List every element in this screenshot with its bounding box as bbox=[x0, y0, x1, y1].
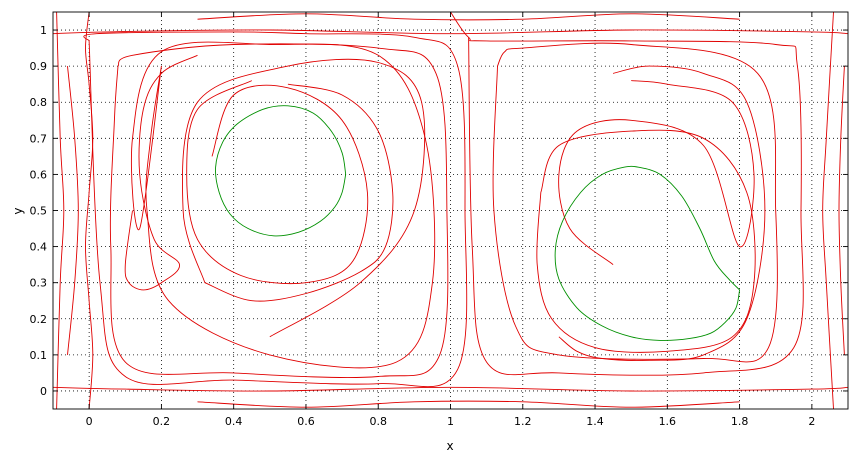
streamline bbox=[67, 66, 79, 355]
streamline bbox=[558, 80, 755, 265]
streamline bbox=[53, 29, 848, 35]
y-tick-label: 0.5 bbox=[30, 205, 48, 218]
y-tick-label: 0.8 bbox=[30, 96, 48, 109]
streamline bbox=[83, 31, 468, 388]
streamline bbox=[181, 58, 426, 338]
streamline bbox=[450, 12, 804, 376]
streamline bbox=[130, 41, 436, 369]
y-tick-label: 0.9 bbox=[30, 60, 48, 73]
tick-labels: 0 0.2 0.4 0.6 0.8 1 1.2 1.4 1.6 1.8 2 0 0.1 0.2 0.3 0.4… bbox=[30, 24, 816, 428]
y-tick-label: 1 bbox=[40, 24, 47, 37]
streamline bbox=[838, 66, 845, 355]
x-tick-label: 0 bbox=[86, 415, 93, 428]
streamline bbox=[492, 42, 778, 363]
ticks bbox=[53, 12, 848, 409]
y-tick-label: 0 bbox=[40, 385, 47, 398]
boundary-curve bbox=[554, 165, 741, 341]
streamline bbox=[197, 400, 740, 408]
streamline bbox=[822, 12, 834, 409]
y-tick-label: 0.6 bbox=[30, 168, 48, 181]
x-tick-label: 0.2 bbox=[153, 415, 171, 428]
x-tick-label: 1 bbox=[447, 415, 454, 428]
streamline bbox=[186, 80, 369, 285]
y-tick-label: 0.7 bbox=[30, 132, 48, 145]
y-tick-label: 0.1 bbox=[30, 349, 48, 362]
boundary-curve bbox=[215, 105, 347, 237]
curves-layer bbox=[53, 12, 848, 409]
streamline bbox=[197, 13, 740, 21]
x-tick-label: 0.8 bbox=[369, 415, 387, 428]
streamline bbox=[536, 129, 756, 353]
x-axis-label: x bbox=[446, 439, 453, 453]
x-tick-label: 0.6 bbox=[297, 415, 315, 428]
streamline bbox=[56, 12, 65, 409]
streamline bbox=[124, 54, 198, 291]
streamline bbox=[204, 83, 394, 302]
streamline bbox=[85, 12, 94, 409]
streamline bbox=[558, 65, 766, 361]
x-tick-label: 1.8 bbox=[731, 415, 749, 428]
x-tick-label: 1.6 bbox=[659, 415, 677, 428]
y-axis-label: y bbox=[11, 207, 25, 214]
x-tick-label: 1.4 bbox=[586, 415, 604, 428]
plot-background bbox=[53, 12, 848, 409]
streamline bbox=[53, 386, 848, 392]
x-tick-label: 0.4 bbox=[225, 415, 243, 428]
x-tick-label: 2 bbox=[808, 415, 815, 428]
y-tick-label: 0.4 bbox=[30, 241, 48, 254]
y-tick-label: 0.2 bbox=[30, 313, 48, 326]
x-tick-label: 1.2 bbox=[514, 415, 532, 428]
y-tick-label: 0.3 bbox=[30, 277, 48, 290]
